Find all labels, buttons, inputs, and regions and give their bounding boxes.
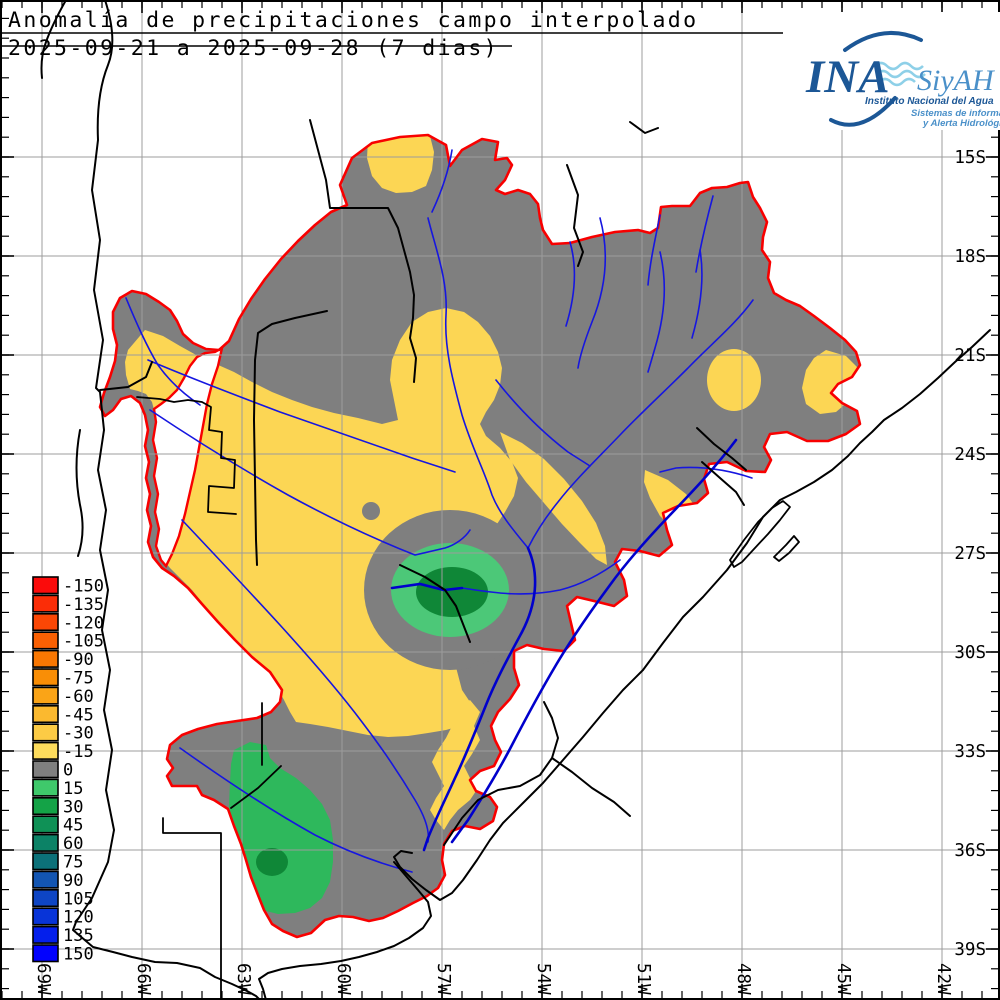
lon-label: 42W <box>933 963 953 995</box>
lat-label: 39S <box>954 940 986 960</box>
lat-label: 21S <box>954 346 986 366</box>
lon-label: 63W <box>233 963 253 995</box>
anomaly-green-southwest-core <box>256 848 288 876</box>
legend-value: 60 <box>63 834 83 854</box>
logo-waves-icon <box>874 61 926 87</box>
logo-subtitle-1: Instituto Nacional del Agua <box>865 96 994 107</box>
legend-swatch <box>32 925 59 944</box>
andes-border <box>72 0 261 1000</box>
lon-label: 51W <box>633 963 653 995</box>
lon-label: 60W <box>333 963 353 995</box>
title-block: Anomalía de precipitaciones campo interp… <box>0 8 1000 61</box>
legend-swatch <box>32 778 59 797</box>
logo-top-arc-icon <box>843 30 923 52</box>
lon-label: 66W <box>133 963 153 995</box>
logo-subtitle-2: Sistemas de información <box>911 108 1000 119</box>
paraguay-border <box>309 119 417 383</box>
lon-label: 57W <box>433 963 453 995</box>
lat-label: 18S <box>954 247 986 267</box>
legend-swatch <box>32 907 59 926</box>
legend-swatch <box>32 741 59 760</box>
legend-swatch <box>32 852 59 871</box>
legend-value: -150 <box>63 577 104 597</box>
map-date-range: 2025-09-21 a 2025-09-28 (7 dias) <box>8 36 499 61</box>
uruguay-border <box>443 701 631 846</box>
anomaly-yellow-band <box>500 432 607 565</box>
legend-swatch <box>32 649 59 668</box>
legend-value: -90 <box>63 650 94 670</box>
legend-value: -75 <box>63 669 94 689</box>
lon-label: 45W <box>833 963 853 995</box>
legend-value: -105 <box>63 632 104 652</box>
logo-ina-text: INA <box>805 51 890 103</box>
legend-swatch <box>32 796 59 816</box>
logo-siyah-text: SiyAH <box>917 64 996 97</box>
lat-label: 30S <box>954 643 986 663</box>
legend-value: 120 <box>63 908 94 928</box>
legend-swatch <box>32 888 59 908</box>
legend-swatch <box>32 612 59 632</box>
axis-labels: 69W 66W 63W 60W 57W 54W 51W 48W 45W 42W 15S 18S 21S 2… <box>33 148 986 995</box>
lon-label: 69W <box>33 963 53 995</box>
legend-swatch <box>32 576 59 595</box>
atlantic-coastline <box>393 329 991 901</box>
legend-swatch <box>32 631 59 650</box>
legend-swatch <box>32 686 59 705</box>
logo-subtitle-3: y Alerta Hidrológico <box>922 118 1000 129</box>
legend-value: -45 <box>63 705 94 725</box>
legend-value: -135 <box>63 595 104 615</box>
anomaly-green-southwest <box>229 742 333 914</box>
rivers <box>125 149 754 873</box>
legend-swatch <box>32 723 59 742</box>
map-title: Anomalía de precipitaciones campo interp… <box>8 8 698 33</box>
legend-value: 45 <box>63 816 83 836</box>
lat-label: 36S <box>954 841 986 861</box>
lat-label: 24S <box>954 445 986 465</box>
legend-value: 135 <box>63 926 94 946</box>
legend-value: 150 <box>63 945 94 965</box>
lat-label: 15S <box>954 148 986 168</box>
legend-swatch <box>32 668 59 687</box>
legend-value: -120 <box>63 613 104 633</box>
legend-swatch <box>32 870 59 889</box>
legend-swatch <box>32 704 59 724</box>
logo-bottom-arc-icon <box>829 96 897 127</box>
legend-swatch <box>32 815 59 834</box>
anomaly-green-inner <box>416 567 488 617</box>
estuary-coast <box>258 861 432 1000</box>
legend-value: 0 <box>63 761 73 781</box>
anomaly-gray-dot <box>362 502 380 520</box>
legend-value: -15 <box>63 742 94 762</box>
legend-value: 90 <box>63 871 83 891</box>
anomaly-yellow-ne <box>707 349 761 411</box>
legend-swatch <box>32 944 59 963</box>
lon-label: 54W <box>533 963 553 995</box>
anomaly-yellow-top <box>367 135 434 193</box>
borders-coastline <box>40 0 991 1000</box>
color-scale-legend: -150-135-120-105-90-75-60-45-30-15015304… <box>32 576 104 965</box>
legend-swatch <box>32 760 59 779</box>
legend-value: 15 <box>63 779 83 799</box>
lagoon <box>729 500 800 568</box>
legend-value: 105 <box>63 889 94 909</box>
legend-value: 75 <box>63 853 83 873</box>
ina-siyah-logo: INA SiyAH Instituto Nacional del Agua Si… <box>783 12 1000 130</box>
legend-value: -30 <box>63 724 94 744</box>
legend-value: -60 <box>63 687 94 707</box>
legend-value: 30 <box>63 797 83 817</box>
lat-label: 33S <box>954 742 986 762</box>
legend-swatch <box>32 594 59 613</box>
lon-label: 48W <box>733 963 753 995</box>
legend-swatch <box>32 833 59 852</box>
lat-label: 27S <box>954 544 986 564</box>
